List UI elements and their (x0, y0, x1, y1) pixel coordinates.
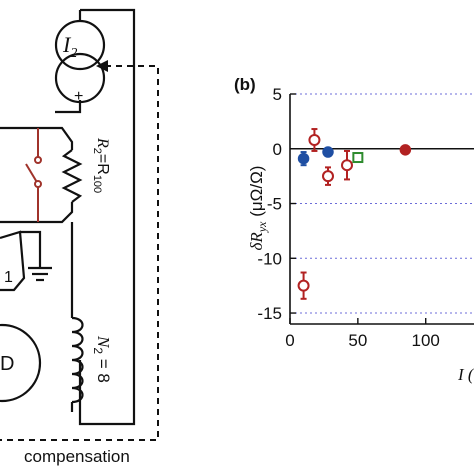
compensation-dashed-line (0, 65, 159, 441)
data-point (352, 152, 364, 164)
resistor-zigzag (61, 149, 83, 203)
y-tick-label: -15 (257, 304, 282, 323)
compensation-arrow-icon (96, 60, 108, 72)
circuit-diagram (0, 8, 159, 441)
data-point (297, 152, 310, 165)
switch-icon (25, 128, 42, 222)
current-source-circle-bottom (54, 52, 106, 104)
plus-sign: + (74, 88, 83, 105)
coil-inductor (71, 316, 84, 404)
panel-label: (b) (234, 75, 256, 94)
wire-bridge-bottom (0, 202, 74, 224)
amp-label: 1 (4, 269, 13, 286)
data-point (341, 159, 353, 172)
data-point (322, 170, 334, 183)
x-tick-label: 100 (412, 331, 440, 350)
chart-panel: 50-5-10-150 50 100 (257, 85, 474, 350)
x-axis-label: I ( (457, 365, 474, 384)
compensation-label: compensation (24, 447, 130, 466)
wire-amp (20, 230, 42, 252)
current-source-label: I2 (62, 32, 77, 61)
wire-bridge (0, 126, 74, 150)
resistor-label: R2=R100 (91, 137, 111, 193)
x-tick-label: 50 (348, 331, 367, 350)
wire-source-down (55, 100, 82, 114)
wire-top (78, 8, 136, 426)
y-axis-label: δRyx (μΩ/Ω) (247, 166, 269, 251)
detector-label: D (0, 353, 14, 375)
y-tick-label: 0 (273, 140, 282, 159)
ground-icon (28, 252, 52, 282)
y-tick-label: 5 (273, 85, 282, 104)
data-point (322, 146, 334, 158)
y-tick-label: -10 (257, 249, 282, 268)
data-point (297, 279, 310, 292)
coil-label: N2 = 8 (91, 335, 113, 383)
data-point (399, 144, 412, 156)
y-tick-label: -5 (267, 195, 282, 214)
detector-circle (0, 323, 42, 403)
x-tick-label: 0 (285, 331, 294, 350)
data-point (308, 134, 321, 146)
amp-body (0, 230, 26, 292)
